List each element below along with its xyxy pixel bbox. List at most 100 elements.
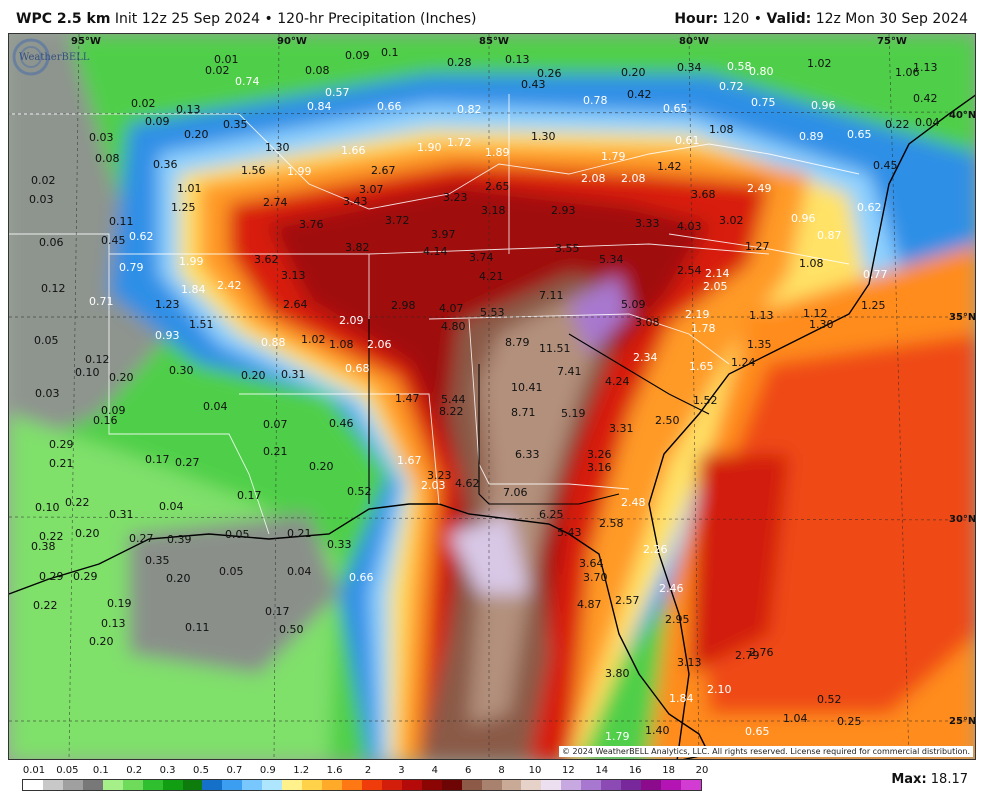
precip-value-label: 3.26 xyxy=(587,448,612,461)
precip-value-label: 3.02 xyxy=(719,214,744,227)
precip-value-label: 0.65 xyxy=(745,725,770,738)
precip-value-label: 4.80 xyxy=(441,320,466,333)
precip-value-label: 1.25 xyxy=(171,201,196,214)
precip-value-label: 0.93 xyxy=(155,329,180,342)
precip-value-label: 3.74 xyxy=(469,251,494,264)
precip-value-label: 3.33 xyxy=(635,217,660,230)
precip-value-label: 2.58 xyxy=(599,517,624,530)
precip-value-label: 7.06 xyxy=(503,486,528,499)
precip-value-label: 0.27 xyxy=(175,456,200,469)
longitude-label: 90°W xyxy=(277,36,307,47)
longitude-label: 75°W xyxy=(877,36,907,47)
latlon-grid xyxy=(9,34,975,759)
precip-value-label: 0.72 xyxy=(719,80,744,93)
precip-value-label: 0.10 xyxy=(35,501,60,514)
precip-value-label: 2.76 xyxy=(749,646,774,659)
precip-value-label: 2.06 xyxy=(367,338,392,351)
precip-value-label: 0.13 xyxy=(176,103,201,116)
legend-swatch xyxy=(680,780,701,790)
precip-value-label: 1.89 xyxy=(485,146,510,159)
precip-value-label: 0.62 xyxy=(857,201,882,214)
hour-label: Hour: xyxy=(674,11,719,27)
legend-swatch xyxy=(661,780,681,790)
precip-value-label: 4.14 xyxy=(423,245,448,258)
precip-value-label: 0.52 xyxy=(347,485,372,498)
precip-value-label: 0.03 xyxy=(89,131,114,144)
precip-value-label: 0.20 xyxy=(75,527,100,540)
precip-value-label: 0.1 xyxy=(381,46,399,59)
max-value-box: Max: 18.17 xyxy=(891,772,968,787)
precip-value-label: 0.71 xyxy=(89,295,114,308)
legend-label: 0.9 xyxy=(259,765,276,776)
precip-value-label: 3.97 xyxy=(431,228,456,241)
legend-swatch xyxy=(122,780,143,790)
legend-swatch xyxy=(481,780,502,790)
precip-value-label: 0.17 xyxy=(265,605,290,618)
legend-label: 1.6 xyxy=(326,765,343,776)
precip-value-label: 0.31 xyxy=(281,368,306,381)
precip-value-label: 1.02 xyxy=(301,333,326,346)
longitude-label: 85°W xyxy=(479,36,509,47)
legend-swatch xyxy=(102,780,123,790)
precip-value-label: 0.09 xyxy=(145,115,170,128)
precip-value-label: 0.20 xyxy=(184,128,209,141)
precip-value-label: 1.99 xyxy=(287,165,312,178)
precip-value-label: 3.23 xyxy=(443,191,468,204)
precip-value-label: 0.35 xyxy=(145,554,170,567)
legend-label: 1.2 xyxy=(293,765,310,776)
precip-value-label: 0.35 xyxy=(223,118,248,131)
latitude-label: 30°N xyxy=(949,514,976,525)
precip-value-label: 0.21 xyxy=(263,445,288,458)
precip-value-label: 0.82 xyxy=(457,103,482,116)
precip-value-label: 1.30 xyxy=(531,130,556,143)
max-label: Max: xyxy=(891,772,927,787)
precip-value-label: 1.52 xyxy=(693,394,718,407)
precip-value-label: 5.44 xyxy=(441,393,466,406)
precip-value-label: 0.89 xyxy=(799,130,824,143)
precip-value-label: 1.06 xyxy=(895,66,920,79)
precip-value-label: 0.26 xyxy=(537,67,562,80)
precip-value-label: 0.12 xyxy=(85,353,110,366)
legend-swatch xyxy=(282,780,303,790)
precip-value-label: 2.79 xyxy=(735,649,760,662)
precip-value-label: 1.04 xyxy=(783,712,808,725)
value-labels: 0.010.020.740.080.09 0.10.28 0.130.26 0.20 0… xyxy=(29,46,940,743)
legend-swatch xyxy=(182,780,203,790)
major-borders xyxy=(368,319,710,505)
legend-label: 3 xyxy=(398,765,405,776)
legend-labels: 0.01 0.05 0.1 0.2 0.3 0.5 0.7 0.9 1.2 1.6 2 3 4 6 8 10 1… xyxy=(22,765,709,777)
precip-value-label: 0.62 xyxy=(129,230,154,243)
legend-swatch xyxy=(421,780,442,790)
precip-value-label: 3.68 xyxy=(691,188,716,201)
precip-value-label: 1.01 xyxy=(177,182,202,195)
precip-value-label: 0.61 xyxy=(675,134,700,147)
header-left: WPC 2.5 km Init 12z 25 Sep 2024 • 120-hr… xyxy=(16,11,476,27)
precip-value-label: 1.79 xyxy=(605,730,630,743)
legend-label: 0.3 xyxy=(159,765,176,776)
legend-label: 0.1 xyxy=(92,765,109,776)
precip-value-label: 2.64 xyxy=(283,298,308,311)
legend-label: 6 xyxy=(465,765,472,776)
precip-value-label: 2.19 xyxy=(685,308,710,321)
model-name: WPC 2.5 km xyxy=(16,11,111,27)
legend-label: 12 xyxy=(562,765,575,776)
precip-value-label: 0.20 xyxy=(241,369,266,382)
precip-value-label: 0.20 xyxy=(109,371,134,384)
precip-value-label: 1.25 xyxy=(861,299,886,312)
legend-label: 0.01 xyxy=(22,765,46,776)
legend-label: 20 xyxy=(695,765,709,776)
legend-label: 14 xyxy=(595,765,609,776)
precip-value-label: 0.66 xyxy=(349,571,374,584)
precip-value-label: 2.08 xyxy=(581,172,606,185)
valid-label: Valid: xyxy=(766,11,812,27)
legend-label: 0.2 xyxy=(126,765,143,776)
precip-value-label: 0.02 xyxy=(205,64,230,77)
precip-value-label: 10.41 xyxy=(511,381,543,394)
precip-value-label: 0.03 xyxy=(35,387,60,400)
precip-value-label: 0.36 xyxy=(153,158,178,171)
precip-value-label: 0.39 xyxy=(167,533,192,546)
precip-value-label: 2.42 xyxy=(217,279,242,292)
precip-value-label: 6.25 xyxy=(539,508,564,521)
precip-value-label: 3.13 xyxy=(677,656,702,669)
latitude-label: 40°N xyxy=(949,110,976,121)
